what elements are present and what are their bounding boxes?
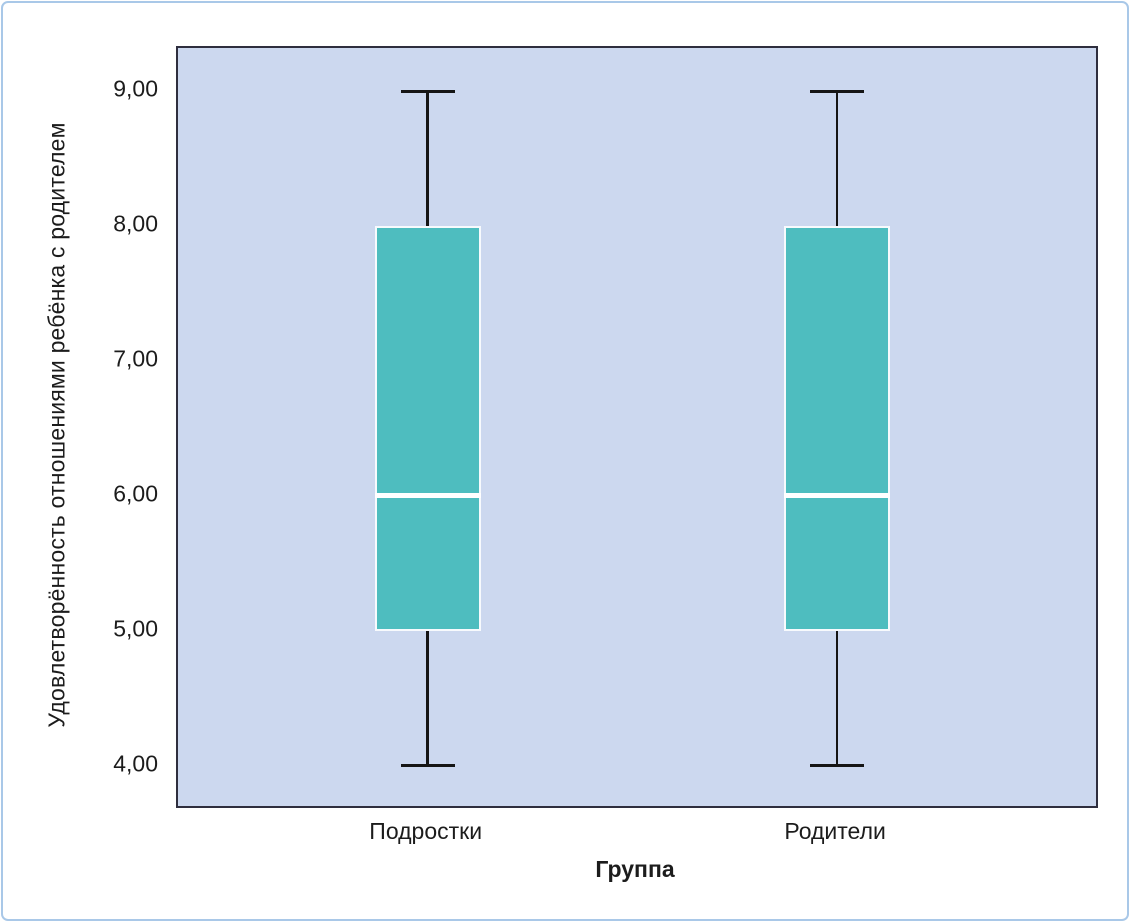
y-tick-label: 7,00: [113, 345, 158, 372]
y-tick-label: 5,00: [113, 615, 158, 642]
y-tick-label: 9,00: [113, 75, 158, 102]
whisker-cap-top: [810, 89, 865, 93]
boxplot-box: [784, 226, 891, 631]
plot-area: [176, 46, 1098, 808]
y-tick-label: 6,00: [113, 480, 158, 507]
median-line: [784, 493, 891, 499]
median-line: [374, 493, 481, 499]
boxplot-box: [374, 226, 481, 631]
whisker-cap-bottom: [810, 764, 865, 768]
x-tick-label: Подростки: [369, 818, 483, 844]
y-tick-label: 4,00: [113, 750, 158, 777]
y-tick-label: 8,00: [113, 210, 158, 237]
whisker-cap-bottom: [400, 764, 455, 768]
y-axis-tick-labels: 4,00 5,00 6,00 7,00 8,00 9,00: [0, 46, 164, 804]
x-axis-title: Группа: [595, 856, 675, 882]
x-axis-tick-labels: Подростки Родители: [176, 46, 1094, 844]
whisker-cap-top: [400, 89, 455, 93]
x-tick-label: Родители: [784, 818, 886, 844]
